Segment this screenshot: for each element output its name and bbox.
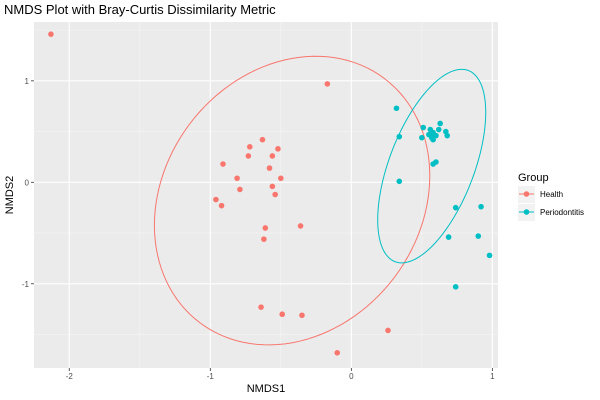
point-periodontitis	[430, 161, 436, 167]
y-tick-label: -1	[22, 280, 30, 289]
data-points	[48, 31, 493, 356]
major-gridlines	[34, 22, 498, 368]
point-health	[48, 31, 54, 37]
point-health	[297, 223, 304, 229]
x-axis-title: NMDS1	[247, 383, 286, 395]
point-health	[218, 202, 225, 209]
point-periodontitis	[478, 203, 484, 210]
legend-dot-health	[523, 191, 530, 197]
point-health	[266, 165, 273, 171]
point-health	[385, 327, 391, 334]
point-periodontitis	[444, 132, 451, 139]
point-health	[262, 225, 269, 231]
point-health	[220, 161, 226, 167]
point-periodontitis	[393, 105, 400, 112]
point-periodontitis	[433, 132, 439, 139]
x-axis: -2 -1 0 1	[66, 368, 495, 381]
y-tick-label: 1	[25, 77, 30, 86]
point-periodontitis	[396, 133, 403, 140]
minor-gridlines	[34, 22, 498, 368]
point-periodontitis	[452, 204, 459, 211]
legend-dot-periodontitis	[523, 209, 530, 215]
legend-label-periodontitis: Periodontitis	[540, 208, 584, 217]
point-health	[261, 236, 267, 242]
x-tick-label: -2	[66, 372, 74, 381]
point-periodontitis	[419, 134, 425, 141]
point-periodontitis	[437, 120, 443, 127]
point-periodontitis	[430, 136, 436, 143]
point-periodontitis	[445, 234, 452, 240]
point-periodontitis	[396, 178, 403, 185]
point-health	[213, 196, 219, 203]
chart-title: NMDS Plot with Bray-Curtis Dissimilarity…	[4, 2, 276, 17]
legend-label-health: Health	[540, 190, 563, 199]
y-tick-label: 0	[25, 178, 30, 187]
point-health	[324, 81, 331, 87]
point-periodontitis	[420, 124, 427, 131]
x-tick-label: -1	[207, 372, 215, 381]
legend: Group Health Periodontitis	[518, 172, 584, 221]
point-health	[259, 136, 266, 143]
point-health	[245, 153, 252, 159]
point-health	[275, 146, 281, 152]
point-health	[272, 191, 278, 198]
point-health	[278, 175, 284, 182]
point-health	[258, 304, 264, 310]
point-health	[234, 175, 240, 182]
point-periodontitis	[475, 233, 482, 239]
point-health	[269, 153, 276, 159]
legend-title: Group	[518, 172, 549, 184]
x-tick-label: 0	[349, 372, 354, 381]
x-tick-label: 1	[490, 372, 495, 381]
point-health	[269, 183, 276, 190]
ellipse-health	[153, 55, 431, 346]
plot-panel	[34, 22, 498, 368]
y-axis: -1 0 1	[22, 77, 34, 289]
point-periodontitis	[435, 126, 442, 133]
point-health	[299, 312, 305, 319]
point-health	[237, 186, 243, 193]
point-periodontitis	[486, 252, 493, 259]
point-health	[279, 311, 286, 318]
point-health	[334, 349, 341, 356]
confidence-ellipses	[153, 55, 487, 346]
ellipse-periodontitis	[377, 68, 487, 264]
point-periodontitis	[452, 284, 459, 290]
point-health	[246, 144, 253, 150]
y-axis-title: NMDS2	[4, 176, 16, 215]
